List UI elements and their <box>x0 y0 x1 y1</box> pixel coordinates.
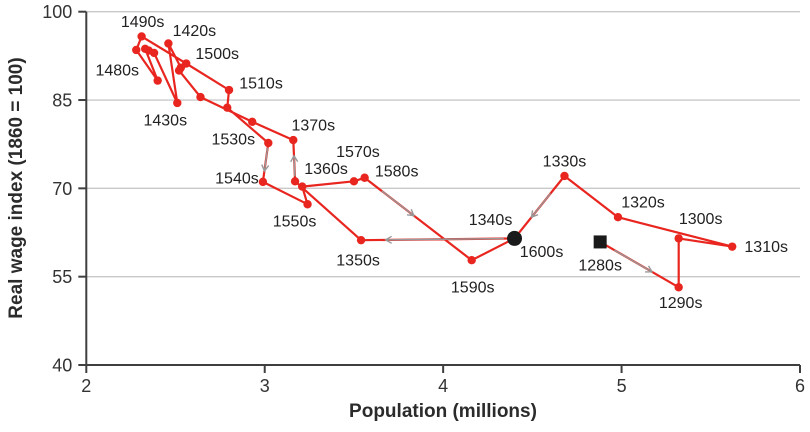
decade-label-1350s: 1350s <box>336 253 380 270</box>
series-path <box>135 35 734 289</box>
data-point-1360s <box>290 177 300 186</box>
data-point-1510s <box>224 85 234 95</box>
x-axis-title: Population (millions) <box>349 401 537 422</box>
decade-label-1310s: 1310s <box>744 239 788 256</box>
arrow-1340s-to-1350s <box>384 235 504 244</box>
arrow-1330s-to-1340s <box>530 193 552 219</box>
decade-label-1330s: 1330s <box>543 153 587 170</box>
data-point-1490s <box>137 32 146 41</box>
decade-label-1540s: 1540s <box>215 170 259 187</box>
decade-label-1490s: 1490s <box>121 14 165 31</box>
decade-label-1600s: 1600s <box>520 244 564 261</box>
data-point-1350s <box>356 235 366 245</box>
data-point-1390s <box>196 92 205 102</box>
arrow-1280s-to-1290s <box>613 249 654 273</box>
y-tick-label-85: 85 <box>52 91 72 111</box>
series-line <box>135 35 734 289</box>
tick-labels: 40 55 70 85 100 2 3 4 5 6 <box>42 2 805 396</box>
decade-label-1420s: 1420s <box>173 23 217 40</box>
data-point-1520s <box>223 103 232 112</box>
decade-label-1550s: 1550s <box>273 214 317 231</box>
data-points <box>132 32 737 292</box>
decade-label-1290s: 1290s <box>659 295 703 312</box>
decade-label-1510s: 1510s <box>239 76 283 93</box>
data-point-1380s <box>248 117 257 127</box>
axes <box>78 10 801 373</box>
data-point-1460s <box>140 44 150 53</box>
data-point-1560s <box>297 182 307 191</box>
decade-label-1340s: 1340s <box>469 212 513 229</box>
arrow-1580s-to-1590s <box>381 190 415 217</box>
arrow-1530s-to-1540s <box>261 147 270 173</box>
data-point-1430s <box>173 98 182 108</box>
data-point-1320s <box>613 213 623 222</box>
x-tick-label-5: 5 <box>617 376 627 396</box>
data-point-1480s <box>132 45 141 55</box>
decade-labels: 1280s 1290s 1300s 1310s 1320s 1330s 1340s 1350s… <box>95 14 788 312</box>
data-point-1530s <box>264 138 273 148</box>
x-tick-label-4: 4 <box>438 376 448 396</box>
decade-label-1430s: 1430s <box>143 112 187 129</box>
decade-label-1320s: 1320s <box>621 195 665 212</box>
data-point-1500s <box>182 59 191 68</box>
decade-label-1500s: 1500s <box>195 46 239 63</box>
decade-label-1370s: 1370s <box>291 118 335 135</box>
y-tick-label-70: 70 <box>52 179 72 199</box>
data-point-1540s <box>258 177 268 187</box>
data-point-1340s <box>507 230 523 246</box>
data-point-1550s <box>303 200 312 209</box>
data-point-1330s <box>560 171 569 181</box>
decade-label-1530s: 1530s <box>211 132 255 149</box>
y-axis-title: Real wage index (1860 = 100) <box>6 57 27 318</box>
data-point-1420s <box>164 39 173 48</box>
data-point-1580s <box>360 173 369 182</box>
decade-label-1590s: 1590s <box>451 280 495 297</box>
data-point-1310s <box>727 242 737 251</box>
decade-label-1580s: 1580s <box>375 163 419 180</box>
x-tick-label-6: 6 <box>795 376 805 396</box>
decade-label-1300s: 1300s <box>679 211 723 228</box>
decade-label-1480s: 1480s <box>95 62 139 79</box>
data-point-1470s <box>153 76 162 85</box>
data-point-1590s <box>467 255 476 265</box>
y-tick-label-55: 55 <box>52 267 72 287</box>
arrow-1360s-to-1370s <box>290 154 299 177</box>
y-tick-label-100: 100 <box>42 2 72 22</box>
direction-arrows <box>261 147 654 273</box>
data-point-1280s <box>593 235 607 249</box>
data-point-1300s <box>674 234 683 243</box>
x-tick-label-3: 3 <box>260 376 270 396</box>
decade-label-1360s: 1360s <box>304 161 348 178</box>
decade-label-1280s: 1280s <box>578 257 622 274</box>
data-point-1570s <box>349 177 359 186</box>
x-tick-label-2: 2 <box>81 376 91 396</box>
data-point-1290s <box>674 283 683 292</box>
y-tick-label-40: 40 <box>52 356 72 376</box>
decade-label-1570s: 1570s <box>336 144 380 161</box>
data-point-1370s <box>289 135 298 145</box>
